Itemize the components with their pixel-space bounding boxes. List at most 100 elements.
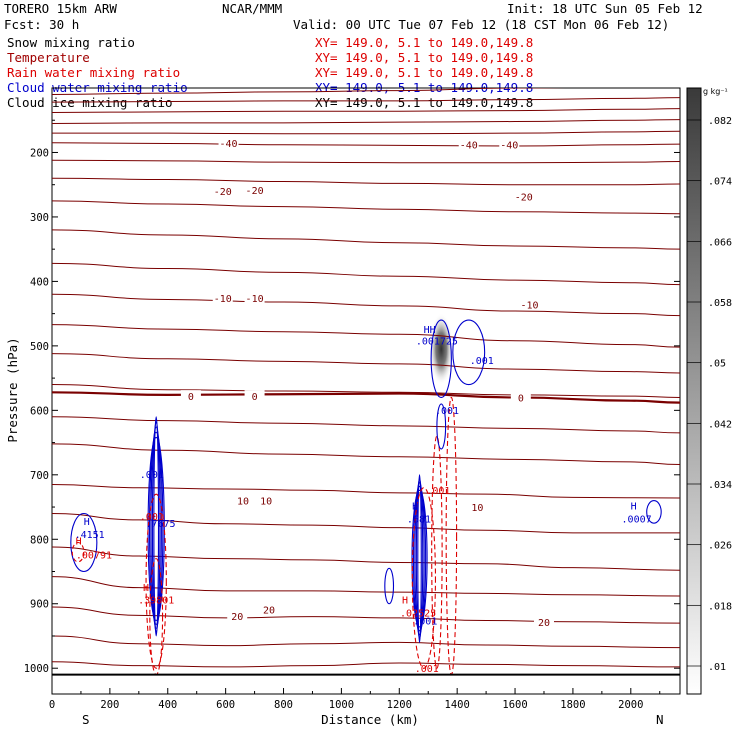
y-tick-label: 900 bbox=[30, 599, 49, 611]
colorbar-tick-label: .074 bbox=[708, 177, 732, 188]
contour-annotation: H bbox=[631, 502, 637, 513]
cloud-water-column-left bbox=[148, 431, 164, 625]
isotherm-label: -40 bbox=[500, 141, 518, 152]
contour-annotation: .001 bbox=[435, 406, 459, 417]
isotherm-4 bbox=[52, 130, 680, 135]
cloud-water-column-left bbox=[150, 426, 162, 629]
isotherm-label-bg bbox=[467, 501, 488, 513]
x-tick-label: 1800 bbox=[560, 699, 585, 711]
contour-annotation: .001 bbox=[426, 486, 450, 497]
isotherm-label: 10 bbox=[237, 497, 249, 508]
colorbar-gradient bbox=[686, 87, 702, 695]
cloud-water-column-left bbox=[147, 436, 165, 622]
y-tick-label: 600 bbox=[30, 405, 49, 417]
plot-frame bbox=[51, 87, 681, 695]
cloud-water-upper bbox=[430, 319, 452, 398]
distance-axis: 0 200 400 600 800 1000 1200 1400 1600 1800 2000 bbox=[49, 688, 661, 711]
isotherm-label: 0 bbox=[518, 393, 524, 404]
isotherm-label: -10 bbox=[520, 301, 538, 312]
x-tick-label: 1000 bbox=[329, 699, 354, 711]
isotherm-label-bg bbox=[244, 183, 265, 195]
north-label: N bbox=[656, 712, 664, 727]
colorbar-unit: g kg⁻¹ bbox=[703, 87, 728, 96]
isotherm-17 bbox=[52, 443, 680, 465]
contour-annotation: H bbox=[76, 536, 82, 547]
colorbar-tick-label: .026 bbox=[708, 541, 732, 552]
isotherm-label: 20 bbox=[231, 612, 243, 623]
contour-annotation: .001725 bbox=[416, 337, 458, 348]
contour-annotation: H bbox=[412, 502, 418, 513]
x-tick-label: 1200 bbox=[387, 699, 412, 711]
cloud-water-column-mid bbox=[412, 485, 427, 632]
isotherm-label-bg bbox=[212, 185, 233, 197]
colorbar: g kg⁻¹ .01 .018 .026 .034 .042 .05 .058 .066 .07… bbox=[686, 87, 732, 695]
y-tick-label: 200 bbox=[30, 147, 49, 159]
y-axis-label: Pressure (hPa) bbox=[5, 337, 20, 442]
isotherm-label: -40 bbox=[220, 139, 238, 150]
isotherm-label-bg bbox=[233, 494, 254, 506]
isotherm-label-bg bbox=[533, 615, 554, 627]
x-tick-label: 1600 bbox=[502, 699, 527, 711]
cloud-water-column-left bbox=[151, 421, 161, 633]
isotherm-13 bbox=[52, 353, 680, 374]
isotherm-label: -20 bbox=[515, 192, 533, 203]
isotherm-label-bg bbox=[244, 390, 265, 402]
colorbar-tick-label: .042 bbox=[708, 419, 732, 430]
field-legend: Snow mixing ratio XY= 149.0, 5.1 to 149.… bbox=[7, 35, 533, 110]
cloud-water-column-mid bbox=[417, 474, 422, 643]
contour-annotation: .001 bbox=[140, 512, 164, 523]
rain-shaft-east bbox=[445, 396, 458, 676]
contour-annotation: .681 bbox=[407, 515, 431, 526]
valid-time: Valid: 00 UTC Tue 07 Feb 12 (18 CST Mon … bbox=[293, 17, 669, 32]
isotherm-22 bbox=[52, 606, 680, 624]
colorbar-tick-label: .01 bbox=[708, 662, 726, 673]
contour-labels: -40 -40 -40 -20 -20 -20 -10 -10 -10 0 0 0 10 10 10 20 20… bbox=[75, 136, 652, 675]
cloud-water-upper-tail bbox=[436, 403, 447, 450]
x-tick-label: 1400 bbox=[445, 699, 470, 711]
y-tick-label: 500 bbox=[30, 341, 49, 353]
cloud-water-cell-far-left bbox=[70, 512, 98, 573]
isotherm-15 bbox=[52, 391, 680, 404]
contour-annotation: H bbox=[143, 583, 149, 594]
isotherm-label-bg bbox=[256, 494, 277, 506]
contour-annotation: .0007 bbox=[622, 515, 652, 526]
x-tick-label: 600 bbox=[216, 699, 235, 711]
field-xy-rain: XY= 149.0, 5.1 to 149.0,149.8 bbox=[315, 65, 533, 80]
rain-cell-far-left bbox=[71, 541, 85, 563]
isotherm-label: -40 bbox=[460, 141, 478, 152]
rain-column-mid bbox=[411, 487, 437, 669]
init-time: Init: 18 UTC Sun 05 Feb 12 bbox=[507, 1, 703, 16]
isotherm-0 bbox=[52, 88, 567, 95]
isotherm-label-bg bbox=[513, 190, 534, 202]
isotherm-14 bbox=[52, 384, 680, 398]
cloud-water-upper-east bbox=[452, 319, 486, 386]
x-tick-label: 0 bbox=[49, 699, 55, 711]
isotherm-9 bbox=[52, 229, 680, 250]
isotherm-label: 0 bbox=[188, 392, 194, 403]
field-name-temperature: Temperature bbox=[7, 50, 90, 65]
y-tick-label: 400 bbox=[30, 276, 49, 288]
colorbar-tick-label: .082 bbox=[708, 116, 732, 127]
y-tick-label: 800 bbox=[30, 534, 49, 546]
cloud-water-column-mid bbox=[411, 489, 428, 628]
isotherm-label-bg bbox=[458, 138, 479, 150]
isotherm-3 bbox=[52, 119, 680, 124]
isotherm-label-bg bbox=[519, 298, 540, 310]
isotherm-11 bbox=[52, 293, 680, 317]
x-tick-label: 800 bbox=[274, 699, 293, 711]
org-label: NCAR/MMM bbox=[222, 1, 282, 16]
x-axis-label: Distance (km) bbox=[321, 712, 419, 727]
isotherm-label: -10 bbox=[214, 294, 232, 305]
contour-annotation: .00791 bbox=[76, 551, 112, 562]
x-tick-label: 200 bbox=[100, 699, 119, 711]
isotherm-label-bg bbox=[499, 138, 520, 150]
isotherm-label-bg bbox=[180, 390, 201, 402]
colorbar-tick-label: .034 bbox=[708, 480, 732, 491]
isotherm-label: -20 bbox=[214, 187, 232, 198]
contour-annotation: .001 bbox=[140, 470, 164, 481]
isotherm-7 bbox=[52, 177, 680, 186]
cloud-water-cell-right bbox=[646, 500, 662, 524]
field-name-snow: Snow mixing ratio bbox=[7, 35, 135, 50]
isotherm-8 bbox=[52, 200, 680, 215]
